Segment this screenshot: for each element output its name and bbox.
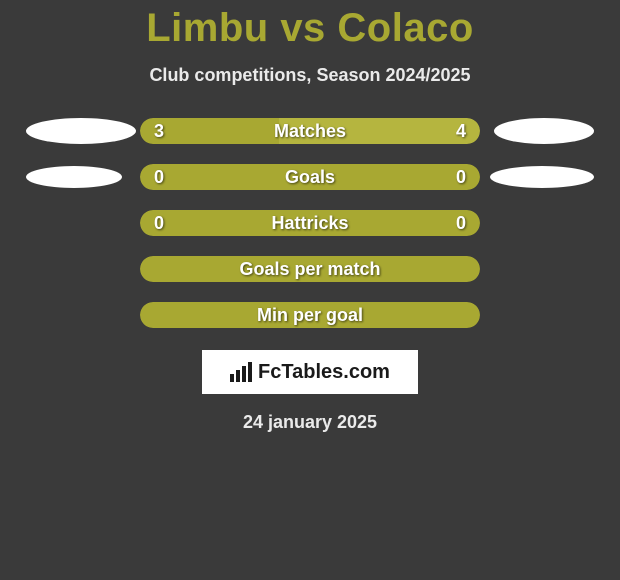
page-subtitle: Club competitions, Season 2024/2025 (149, 65, 470, 86)
comparison-widget: Limbu vs Colaco Club competitions, Seaso… (0, 0, 620, 580)
stat-bar: Hattricks0 0 (140, 210, 480, 236)
row-side-right (480, 210, 600, 236)
player-left-marker (26, 118, 136, 144)
stat-label: Matches (140, 121, 480, 142)
stat-value-left: 0 (154, 167, 164, 188)
branding-badge: FcTables.com (202, 350, 418, 394)
row-side-left (20, 210, 140, 236)
row-side-right (480, 118, 600, 144)
stat-label: Goals per match (140, 259, 480, 280)
row-side-right (480, 164, 600, 190)
stat-label: Hattricks (140, 213, 480, 234)
stat-bar: Goals per match (140, 256, 480, 282)
player-right-marker (494, 118, 594, 144)
row-side-left (20, 302, 140, 328)
row-side-left (20, 118, 140, 144)
row-side-right (480, 256, 600, 282)
stat-row: Hattricks0 0 (0, 210, 620, 236)
stat-value-right: 4 (456, 121, 466, 142)
player-left-marker (26, 166, 122, 188)
page-title: Limbu vs Colaco (146, 6, 474, 51)
stat-row: Min per goal (0, 302, 620, 328)
stat-label: Goals (140, 167, 480, 188)
stat-value-right: 0 (456, 213, 466, 234)
stat-bar: Min per goal (140, 302, 480, 328)
stat-value-right: 0 (456, 167, 466, 188)
row-side-right (480, 302, 600, 328)
stat-row: Matches3 4 (0, 118, 620, 144)
bar-chart-icon (230, 362, 252, 382)
player-right-marker (490, 166, 594, 188)
stat-value-left: 0 (154, 213, 164, 234)
branding-text: FcTables.com (258, 361, 390, 384)
row-side-left (20, 164, 140, 190)
stat-bar: Matches3 4 (140, 118, 480, 144)
stat-row: Goals0 0 (0, 164, 620, 190)
row-side-left (20, 256, 140, 282)
stat-rows: Matches34Goals00Hattricks00Goals per mat… (0, 118, 620, 328)
stat-value-left: 3 (154, 121, 164, 142)
stat-row: Goals per match (0, 256, 620, 282)
date-label: 24 january 2025 (243, 412, 377, 433)
stat-bar: Goals0 0 (140, 164, 480, 190)
stat-label: Min per goal (140, 305, 480, 326)
